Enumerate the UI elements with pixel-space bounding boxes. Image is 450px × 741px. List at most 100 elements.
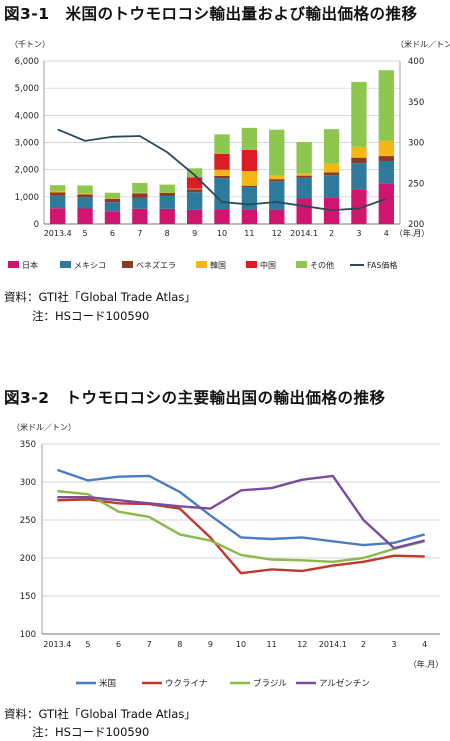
legend-swatch [60,261,71,268]
x-tick-label: 10 [217,229,227,238]
bar-segment [269,129,285,176]
bar-segment [351,163,367,190]
legend-swatch [122,261,133,268]
legend-label: 中国 [260,260,276,270]
y-tick-label: 0 [34,220,39,230]
bar-segment [77,197,93,209]
y-tick-label: 200 [20,554,36,564]
bar-segment [104,199,121,203]
x-tick-label: 2014.1 [290,229,318,238]
bar-segment [214,134,230,154]
x-tick-label: 11 [244,229,254,238]
price-line [57,128,387,212]
y-tick-label: 6,000 [15,57,39,67]
y-tick-label: 1,000 [15,193,39,203]
y-tick-label: 350 [20,440,36,450]
bar-segment [241,171,258,186]
bar-segment [132,192,148,194]
figure1-title: 図3-1 米国のトウモロコシ輸出量および輸出価格の推移 [4,5,418,23]
bar-segment [296,173,312,176]
x-tick-label: 2 [361,640,366,649]
y2-axis-label: （米ドル／トン） [396,39,450,49]
x-tick-label: 2013.4 [44,229,72,238]
legend-label: ブラジル [253,678,287,689]
bar-segment [159,184,175,193]
legend-label: ウクライナ [165,679,207,689]
bar-segment [323,175,340,198]
bar-segment [132,197,148,209]
chart2-export-prices: （米ドル／トン） 100 150 200 250 300 350 2013.4 5 6 7 8 9 10 1… [12,422,444,689]
x-tick-label: 2 [329,229,334,238]
x-tick-label: 11 [267,640,277,649]
bar-segment [186,188,203,190]
bar-segment [378,156,394,161]
y2-tick-label: 200 [408,220,424,230]
series-line [56,468,426,547]
bar-segment [296,141,312,174]
legend-label: 米国 [99,678,116,689]
y-tick-label: 250 [20,516,36,526]
bar-segment [323,129,340,164]
bar-segment [159,208,175,224]
bar-segment [214,209,230,224]
y-tick-label: 4,000 [15,111,39,121]
y-tick-label: 2,000 [15,166,39,176]
y-tick-label: 3,000 [15,139,39,149]
y-axis-label: （米ドル／トン） [12,422,76,432]
x-tick-label: 7 [147,640,152,649]
bar-segment [50,195,66,209]
bar-segment [132,208,148,224]
bar-segment [214,169,230,176]
bar-segment [351,146,367,158]
x-tick-label: 9 [208,640,213,649]
figure1-source: 資料：GTI社「Global Trade Atlas」 [4,290,196,304]
figure2-title: 図3-2 トウモロコシの主要輸出国の輸出価格の推移 [4,389,386,407]
bar-segment [77,208,93,224]
x-axis-unit: （年.月） [395,228,430,238]
x-tick-label: 2014.1 [319,640,347,649]
bar-segment [269,175,285,180]
bar-segment [269,209,285,224]
bar-segment [186,192,203,210]
legend-swatch [8,261,19,268]
x-tick-label: 6 [116,640,121,649]
x-tick-label: 5 [83,229,88,238]
bar-segment [186,168,203,178]
legend-label: その他 [310,260,334,270]
bar-segment [104,211,121,224]
bar-segment [186,189,203,193]
legend-label: ベネズエラ [136,260,176,270]
y2-tick-label: 250 [408,179,424,189]
x-tick-label: 10 [236,640,246,649]
bar-segment [351,81,367,147]
bar-segment [241,127,258,150]
y-tick-label: 100 [20,630,36,640]
bar-segment [351,189,367,224]
bar-segment [378,183,394,224]
bar-segment [378,140,394,157]
x-tick-label: 3 [356,229,361,238]
figure2-note: 注：HSコード100590 [32,725,150,739]
chart1-export-volume: （千トン） （米ドル／トン） 0 1,000 2,000 3,000 4,000 5,000 6… [8,39,450,270]
series-line [57,474,425,550]
x-axis-unit: （年.月） [409,659,444,669]
legend-swatch [246,261,257,268]
bar-segment [378,70,394,141]
x-tick-label: 4 [384,229,389,238]
legend-swatch [296,261,307,268]
bar-segment [241,185,258,188]
bar-segment [50,190,66,193]
y2-tick-label: 350 [408,98,424,108]
bar-segment [159,192,175,197]
x-tick-label: 2013.4 [43,640,71,649]
bar-segment [50,185,66,191]
bar-segment [77,185,93,194]
y-tick-label: 150 [20,592,36,602]
x-tick-label: 3 [392,640,397,649]
bar-segment [214,153,230,170]
x-tick-label: 4 [422,640,427,649]
bar-segment [269,179,285,182]
bar-segment [50,208,66,224]
series-line [57,498,425,575]
bar-segment [214,178,230,210]
